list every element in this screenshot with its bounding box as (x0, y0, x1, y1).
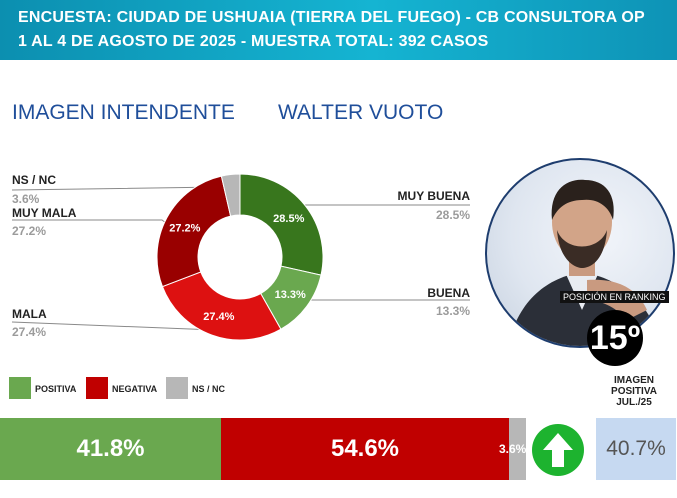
label-muy-buena: MUY BUENA (397, 189, 470, 203)
previous-title-line1: IMAGEN (614, 375, 654, 386)
previous-title-line3: JUL./25 (616, 397, 652, 408)
label-buena: BUENA (427, 286, 470, 300)
legend-negativa: NEGATIVA (112, 384, 158, 394)
survey-title: ENCUESTA: CIUDAD DE USHUAIA (TIERRA DEL … (18, 9, 645, 26)
label-ns-nc: NS / NC (12, 173, 57, 187)
survey-dates: 1 AL 4 DE AGOSTO DE 2025 - MUESTRA TOTAL… (18, 33, 489, 50)
value-ns-nc: 3.6% (12, 192, 40, 206)
bar-ns-nc: 3.6% (499, 418, 526, 480)
value-muy-mala: 27.2% (12, 224, 47, 238)
header-banner: ENCUESTA: CIUDAD DE USHUAIA (TIERRA DEL … (0, 0, 677, 60)
legend-swatch-ns-nc (166, 377, 188, 399)
ranking-label: POSICIÓN EN RANKING (560, 291, 669, 303)
previous-title-line2: POSITIVA (611, 386, 657, 397)
slice-ns-nc (220, 173, 241, 217)
legend-swatch-positiva (9, 377, 31, 399)
legend-ns-nc: NS / NC (192, 384, 226, 394)
slice-mala (161, 271, 282, 341)
slice-label-0: 28.5% (273, 213, 304, 225)
politician-photo (485, 158, 675, 348)
legend-swatch-negativa (86, 377, 108, 399)
bar-negativa: 54.6% (221, 418, 509, 480)
slice-muy-mala (156, 175, 232, 288)
slice-muy-buena (239, 173, 324, 276)
value-buena: 13.3% (435, 304, 470, 318)
label-mala: MALA (12, 307, 47, 321)
portrait-illustration (507, 179, 661, 346)
chart-title: IMAGEN INTENDENTE (12, 101, 235, 124)
previous-positive-value: 40.7% (596, 418, 676, 480)
arrow-up-icon (543, 433, 573, 467)
previous-image-title: IMAGEN POSITIVA JUL./25 (596, 375, 672, 408)
value-muy-buena: 28.5% (435, 208, 470, 222)
slice-label-1: 13.3% (275, 289, 306, 301)
slice-label-2: 27.4% (203, 311, 234, 323)
bar-positiva: 41.8% (0, 418, 221, 480)
slice-label-3: 27.2% (169, 223, 200, 235)
politician-name: WALTER VUOTO (278, 101, 444, 124)
leader-line-mala (11, 321, 216, 331)
bar-ns-nc-value: 3.6% (499, 442, 527, 456)
label-muy-mala: MUY MALA (12, 206, 77, 220)
legend-positiva: POSITIVA (35, 384, 77, 394)
trend-up-icon (532, 424, 584, 476)
ranking-badge: 15º (587, 310, 643, 366)
value-mala: 27.4% (12, 325, 47, 339)
